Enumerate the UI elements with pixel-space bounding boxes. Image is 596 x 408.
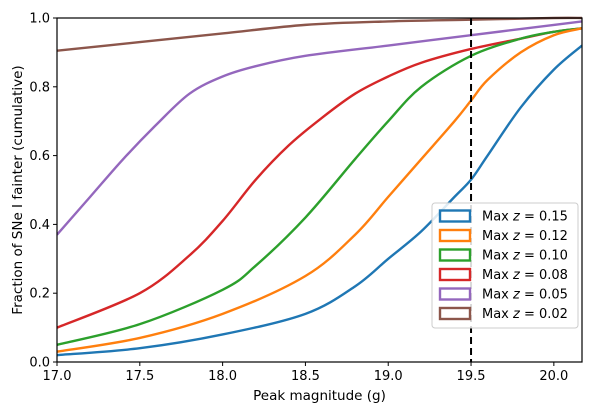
series-line-5 xyxy=(57,18,582,51)
y-tick-label: 0.8 xyxy=(29,80,50,95)
y-tick-label: 1.0 xyxy=(29,12,50,27)
x-tick-label: 18.5 xyxy=(291,369,320,384)
legend: Max z = 0.15 Max z = 0.12 Max z = 0.10 Max … xyxy=(432,203,578,328)
x-axis-label: Peak magnitude (g) xyxy=(253,388,386,404)
legend-entry: Max z = 0.05 xyxy=(482,288,568,303)
legend-entry: Max z = 0.08 xyxy=(482,268,568,283)
y-tick-label: 0.0 xyxy=(29,356,50,371)
legend-entry: Max z = 0.15 xyxy=(482,210,568,225)
y-tick-label: 0.6 xyxy=(29,149,50,164)
x-tick-label: 20.0 xyxy=(539,369,568,384)
x-tick-label: 17.5 xyxy=(125,369,154,384)
x-tick-label: 19.5 xyxy=(457,369,486,384)
y-axis-label: Fraction of SNe I fainter (cumulative) xyxy=(10,65,26,314)
x-tick-label: 19.0 xyxy=(374,369,403,384)
legend-entry: Max z = 0.12 xyxy=(482,229,568,244)
x-tick-label: 17.0 xyxy=(43,369,72,384)
legend-entry: Max z = 0.10 xyxy=(482,249,568,264)
legend-entry: Max z = 0.02 xyxy=(482,307,568,322)
y-tick-label: 0.4 xyxy=(29,218,50,233)
x-tick-label: 18.0 xyxy=(208,369,237,384)
y-tick-label: 0.2 xyxy=(29,287,50,302)
